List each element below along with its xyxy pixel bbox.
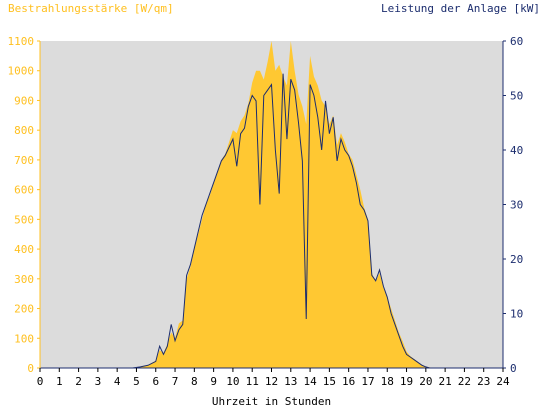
x-tick-label: 9 xyxy=(210,375,217,388)
x-tick-label: 7 xyxy=(172,375,179,388)
y-left-tick-label: 500 xyxy=(14,213,34,226)
x-tick-label: 1 xyxy=(56,375,63,388)
y-left-tick-label: 1100 xyxy=(8,35,35,48)
x-tick-label: 13 xyxy=(284,375,297,388)
y-left-tick-label: 400 xyxy=(14,243,34,256)
x-tick-label: 10 xyxy=(226,375,239,388)
x-tick-label: 12 xyxy=(265,375,278,388)
x-tick-label: 14 xyxy=(303,375,317,388)
x-tick-label: 16 xyxy=(342,375,355,388)
x-axis-title: Uhrzeit in Stunden xyxy=(212,395,331,408)
y-left-tick-label: 100 xyxy=(14,332,34,345)
y-left-title: Bestrahlungsstärke [W/qm] xyxy=(8,2,174,15)
y-right-tick-label: 30 xyxy=(510,199,523,212)
y-left-tick-label: 0 xyxy=(27,362,34,375)
x-tick-label: 20 xyxy=(419,375,432,388)
x-tick-label: 19 xyxy=(400,375,413,388)
x-tick-label: 5 xyxy=(133,375,140,388)
y-left-tick-label: 900 xyxy=(14,94,34,107)
x-tick-label: 21 xyxy=(439,375,452,388)
y-right-tick-label: 60 xyxy=(510,35,523,48)
x-tick-label: 17 xyxy=(361,375,374,388)
y-right-tick-label: 20 xyxy=(510,253,523,266)
y-right-ticks: 0 10 20 30 40 50 60 xyxy=(503,35,523,375)
y-left-tick-label: 1000 xyxy=(8,65,35,78)
y-left-tick-label: 700 xyxy=(14,154,34,167)
y-left-tick-label: 600 xyxy=(14,184,34,197)
x-tick-label: 4 xyxy=(114,375,121,388)
x-tick-label: 8 xyxy=(191,375,198,388)
x-tick-label: 6 xyxy=(152,375,159,388)
y-right-title: Leistung der Anlage [kW] xyxy=(381,2,540,15)
irradiance-area xyxy=(40,41,503,368)
x-tick-label: 15 xyxy=(323,375,336,388)
x-tick-label: 22 xyxy=(458,375,471,388)
x-tick-label: 3 xyxy=(95,375,102,388)
y-left-tick-label: 200 xyxy=(14,303,34,316)
y-right-tick-label: 50 xyxy=(510,90,523,103)
x-tick-label: 2 xyxy=(75,375,82,388)
y-left-ticks: 0 100 200 300 400 500 600 700 800 900 1000 1100 xyxy=(8,35,40,375)
x-tick-label: 24 xyxy=(496,375,510,388)
x-ticks: 0 1 2 3 4 5 6 7 8 9 10 11 12 13 14 15 16 17 18 19 20 21 22 23 24 xyxy=(37,368,510,388)
power-line xyxy=(40,73,503,369)
x-tick-label: 0 xyxy=(37,375,44,388)
x-tick-label: 23 xyxy=(477,375,490,388)
y-left-tick-label: 800 xyxy=(14,124,34,137)
x-tick-label: 11 xyxy=(246,375,259,388)
y-right-tick-label: 40 xyxy=(510,144,523,157)
y-right-tick-label: 0 xyxy=(510,362,517,375)
x-tick-label: 18 xyxy=(381,375,394,388)
y-right-tick-label: 10 xyxy=(510,308,523,321)
y-left-tick-label: 300 xyxy=(14,273,34,286)
